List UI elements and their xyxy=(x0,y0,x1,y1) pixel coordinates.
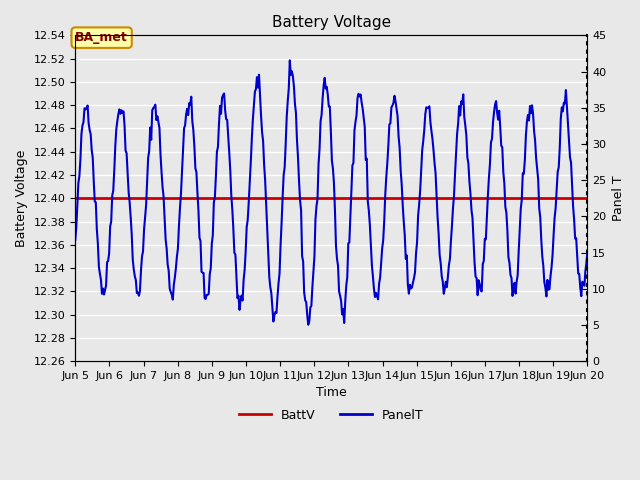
Y-axis label: Battery Voltage: Battery Voltage xyxy=(15,150,28,247)
Legend: BattV, PanelT: BattV, PanelT xyxy=(234,404,428,427)
X-axis label: Time: Time xyxy=(316,386,347,399)
Title: Battery Voltage: Battery Voltage xyxy=(272,15,391,30)
Text: BA_met: BA_met xyxy=(76,31,128,44)
Y-axis label: Panel T: Panel T xyxy=(612,175,625,221)
